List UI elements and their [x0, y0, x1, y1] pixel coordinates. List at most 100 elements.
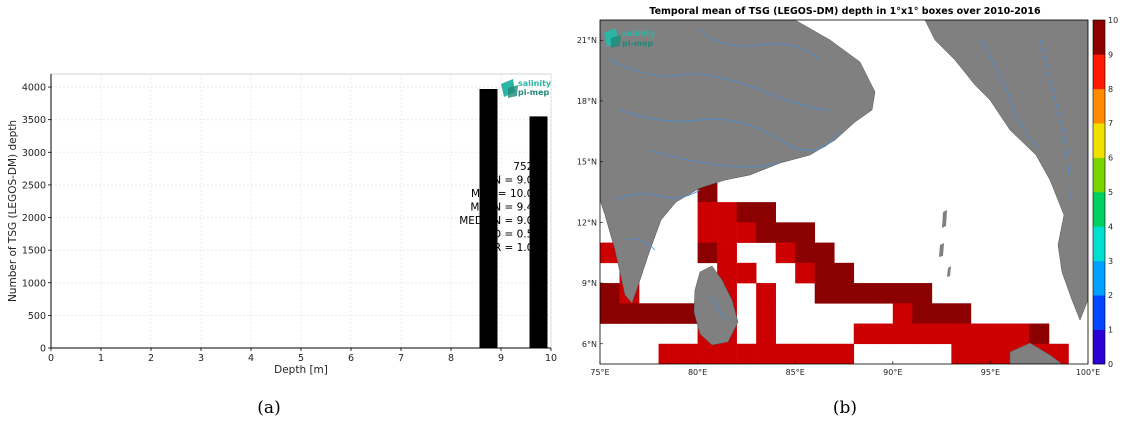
- myanmar-landmass: [924, 20, 1088, 321]
- map-cell: [814, 343, 835, 364]
- map-y-tick-label: 21°N: [577, 36, 597, 45]
- map-cell: [736, 343, 757, 364]
- hist-stat-line: STD = 0.50: [480, 229, 540, 241]
- hist-y-tick-label: 2000: [22, 213, 46, 224]
- map-cell: [795, 343, 816, 364]
- colorbar-segment: [1093, 54, 1105, 90]
- map-cell: [756, 323, 776, 345]
- colorbar-segment: [1093, 20, 1105, 55]
- map-cell: [697, 343, 718, 364]
- andaman-islands: [942, 210, 947, 228]
- hist-y-tick-label: 1000: [22, 278, 46, 289]
- colorbar-segment: [1093, 226, 1105, 262]
- map-cell: [912, 303, 933, 324]
- map-logo-line2: pi-mep: [622, 39, 654, 48]
- map-cell: [990, 343, 1011, 364]
- map-cell: [853, 283, 874, 304]
- map-cell: [756, 343, 776, 364]
- map-y-tick-label: 12°N: [577, 218, 597, 227]
- map-y-tick-label: 6°N: [582, 340, 597, 349]
- map-cell: [775, 222, 796, 243]
- map-cell: [697, 222, 718, 243]
- map-cell: [795, 242, 816, 264]
- map-cell: [814, 262, 835, 284]
- hist-stat-line: MAX = 10.00: [471, 188, 540, 200]
- colorbar-tick-label: 4: [1108, 222, 1113, 231]
- india-landmass: [600, 20, 876, 304]
- depth-map: Temporal mean of TSG (LEGOS-DM) depth in…: [577, 6, 1118, 377]
- depth-histogram: 0 1 2 3 4 5 6 7 8 9 10 0 500 1000 1500 2000 2500 3000 350…: [7, 73, 557, 376]
- map-salinity-pi-mep-logo: salinity pi-mep: [604, 28, 656, 48]
- caption-a: (a): [257, 398, 280, 418]
- map-cell: [717, 343, 737, 364]
- hist-stat-line: MEAN = 9.47: [470, 202, 540, 214]
- map-frame: [599, 19, 1089, 365]
- map-x-tick-label: 95°E: [981, 368, 1000, 377]
- map-cell: [697, 242, 718, 264]
- map-x-tick-label: 100°E: [1076, 368, 1100, 377]
- caption-b: (b): [833, 398, 857, 418]
- map-cell: [814, 242, 835, 264]
- hist-x-tick-label: 3: [198, 353, 204, 364]
- map-cell: [951, 323, 972, 345]
- map-cell: [951, 303, 972, 324]
- hist-stat-line: 7523: [513, 161, 540, 173]
- map-cell: [912, 323, 933, 345]
- colorbar-tick-label: 10: [1108, 16, 1118, 25]
- hist-bar: [529, 116, 548, 349]
- map-cell: [736, 202, 757, 223]
- map-cell: [873, 323, 894, 345]
- map-x-ticks: 75°E 80°E 85°E 90°E 95°E 100°E: [590, 361, 1100, 377]
- map-y-ticks: 6°N 9°N 12°N 15°N 18°N 21°N: [577, 36, 603, 349]
- colorbar-tick-label: 3: [1108, 257, 1113, 266]
- map-cell: [873, 283, 894, 304]
- map-cell: [834, 262, 855, 284]
- colorbar-segment: [1093, 192, 1105, 227]
- colorbar-segment: [1093, 260, 1105, 296]
- colorbar-tick-label: 8: [1108, 85, 1113, 94]
- hist-x-tick-label: 4: [248, 353, 254, 364]
- map-cell: [892, 323, 913, 345]
- map-title: Temporal mean of TSG (LEGOS-DM) depth in…: [649, 6, 1041, 17]
- map-cell: [639, 303, 659, 324]
- map-cell: [892, 303, 913, 324]
- salinity-pi-mep-logo: salinity pi-mep: [501, 79, 552, 98]
- map-cell: [756, 222, 776, 243]
- colorbar-tick-label: 6: [1108, 154, 1113, 163]
- hist-x-tick-label: 8: [448, 353, 454, 364]
- colorbar-tick-label: 7: [1108, 119, 1113, 128]
- map-cell: [736, 262, 757, 284]
- colorbar-segment: [1093, 123, 1105, 158]
- map-cell: [756, 283, 776, 304]
- colorbar-segment: [1093, 295, 1105, 330]
- map-cell: [717, 222, 737, 243]
- map-cell: [678, 343, 698, 364]
- map-x-tick-label: 85°E: [786, 368, 805, 377]
- map-cell: [775, 343, 796, 364]
- logo-line2: pi-mep: [518, 88, 550, 97]
- map-cell: [912, 283, 933, 304]
- hist-y-tick-label: 500: [28, 311, 46, 322]
- hist-y-tick-label: 3000: [22, 148, 46, 159]
- colorbar-tick-label: 9: [1108, 50, 1113, 59]
- hist-y-tick-label: 2500: [22, 180, 46, 191]
- map-cell: [756, 303, 776, 324]
- colorbar: 0 1 2 3 4 5 6 7 8 9 10: [1092, 16, 1118, 369]
- map-cell: [717, 262, 737, 284]
- map-cell: [853, 323, 874, 345]
- map-x-tick-label: 75°E: [590, 368, 609, 377]
- map-cell: [892, 283, 913, 304]
- hist-y-tick-label: 1500: [22, 246, 46, 257]
- hist-y-tick-label: 4000: [22, 83, 46, 94]
- map-cell: [951, 343, 972, 364]
- hist-x-label: Depth [m]: [274, 364, 328, 376]
- hist-x-tick-label: 1: [98, 353, 104, 364]
- hist-y-ticks: 0 500 1000 1500 2000 2500 3000 3500 4000: [22, 83, 51, 355]
- colorbar-segment: [1093, 88, 1105, 124]
- hist-y-tick-label: 3500: [22, 115, 46, 126]
- colorbar-tick-label: 0: [1108, 360, 1113, 369]
- hist-stat-line: MEDIAN = 9.00: [459, 215, 540, 227]
- map-cell: [1009, 323, 1030, 345]
